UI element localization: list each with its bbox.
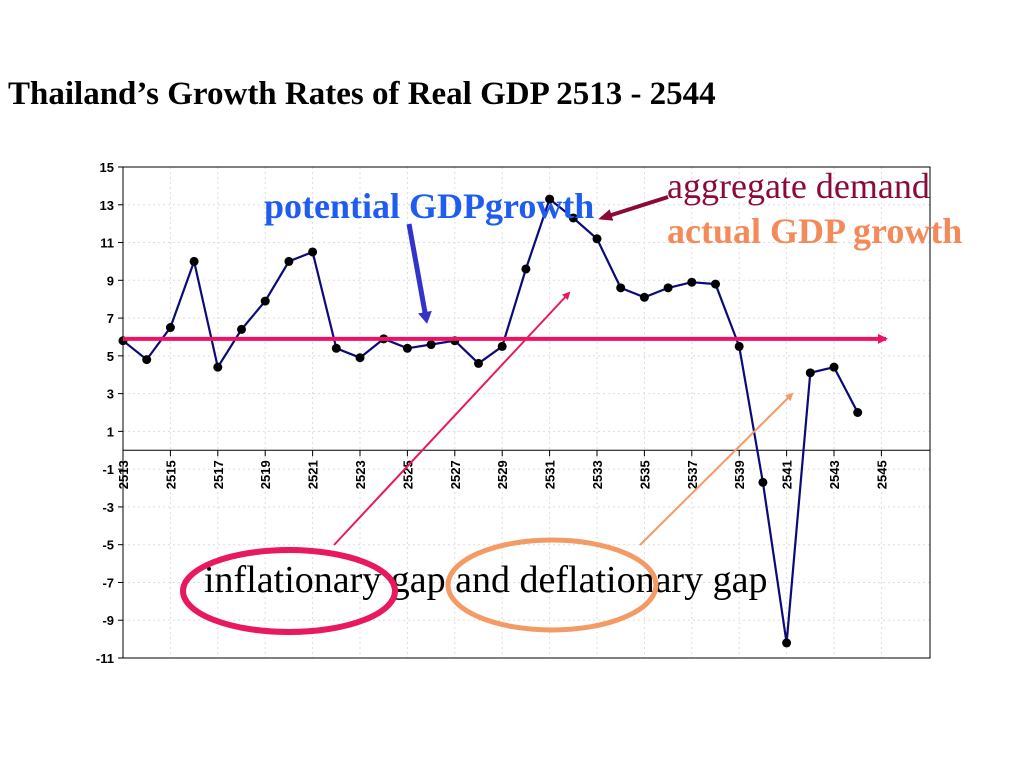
y-tick-label: -7 — [102, 575, 114, 590]
y-tick-label: -9 — [102, 613, 114, 628]
y-tick-label: -11 — [96, 651, 114, 666]
data-point — [142, 355, 152, 365]
y-tick-label: 13 — [100, 198, 114, 213]
data-point — [758, 477, 768, 487]
deflationary-gap-ellipse — [445, 537, 659, 633]
y-axis-ticks: 15 13 11 9 7 5 3 1 -1 -3 -5 -7 -9 -11 — [96, 160, 123, 666]
x-tick-label: 2515 — [163, 460, 178, 489]
plot-frame — [122, 166, 931, 659]
data-point — [497, 341, 507, 351]
x-tick-label: 2535 — [637, 460, 652, 489]
data-point — [711, 279, 720, 289]
data-point — [402, 343, 412, 353]
x-tick-label: 2541 — [780, 460, 795, 489]
x-tick-label: 2539 — [732, 460, 747, 489]
data-point — [663, 283, 673, 293]
data-point — [165, 323, 175, 333]
x-tick-label: 2529 — [495, 460, 510, 489]
data-point — [782, 638, 792, 648]
page-title: Thailand’s Growth Rates of Real GDP 2513… — [8, 76, 716, 112]
inflation-arrow — [333, 291, 571, 546]
data-point — [237, 324, 246, 334]
inflationary-gap-ellipse — [180, 547, 398, 635]
data-point — [213, 362, 223, 372]
y-tick-label: 1 — [107, 424, 114, 439]
x-tick-label: 2543 — [827, 460, 842, 489]
x-tick-label: 2537 — [685, 460, 700, 489]
data-point — [734, 341, 744, 351]
deflation-arrow — [639, 392, 794, 546]
x-tick-label: 2513 — [116, 460, 131, 489]
x-tick-label: 2523 — [353, 460, 368, 489]
data-point — [545, 194, 555, 204]
x-tick-label: 2545 — [874, 460, 889, 489]
x-tick-label: 2521 — [306, 460, 321, 489]
blue-arrow — [406, 223, 432, 324]
gdp-growth-line — [122, 197, 859, 644]
data-point — [853, 408, 863, 417]
x-tick-label: 2531 — [543, 460, 558, 489]
y-tick-label: -3 — [102, 500, 114, 515]
data-point — [568, 213, 578, 223]
data-point — [592, 234, 602, 244]
demand-arrow — [598, 195, 669, 221]
y-tick-label: 15 — [100, 160, 114, 175]
data-point — [308, 247, 318, 257]
gridlines — [122, 166, 930, 659]
y-tick-label: 9 — [107, 273, 114, 288]
y-tick-label: 7 — [107, 311, 114, 326]
data-point — [829, 362, 839, 372]
x-tick-label: 2527 — [448, 460, 463, 489]
data-point — [260, 296, 270, 306]
data-point — [687, 277, 697, 287]
y-tick-label: 5 — [107, 349, 114, 364]
y-tick-label: -5 — [102, 538, 114, 553]
data-point — [616, 283, 626, 293]
x-tick-label: 2533 — [590, 460, 605, 489]
data-point — [331, 343, 341, 353]
y-tick-label: 11 — [100, 236, 114, 251]
data-point — [355, 353, 365, 363]
x-axis-ticks: 2513 2515 2517 2519 2521 2523 2525 2527 2529 2531… — [116, 450, 889, 489]
x-tick-label: 2525 — [400, 460, 415, 489]
data-point — [474, 358, 483, 368]
y-tick-label: -1 — [102, 462, 114, 477]
y-tick-label: 3 — [107, 387, 114, 402]
data-point — [639, 292, 649, 302]
x-tick-label: 2517 — [211, 460, 226, 489]
data-point — [521, 264, 531, 274]
data-point — [189, 256, 199, 266]
aggregate-demand-label: aggregate demand — [667, 166, 930, 206]
data-point — [284, 256, 294, 266]
gap-caption: inflationary gap and deflationary gap — [204, 559, 767, 601]
data-point — [426, 340, 436, 350]
annotation-layer: potential GDPgrowth aggregate demand actua… — [123, 166, 962, 635]
potential-gdp-label: potential GDPgrowth — [264, 186, 594, 226]
actual-gdp-label: actual GDP growth — [667, 211, 962, 251]
data-point — [805, 368, 815, 378]
x-tick-label: 2519 — [258, 460, 273, 489]
